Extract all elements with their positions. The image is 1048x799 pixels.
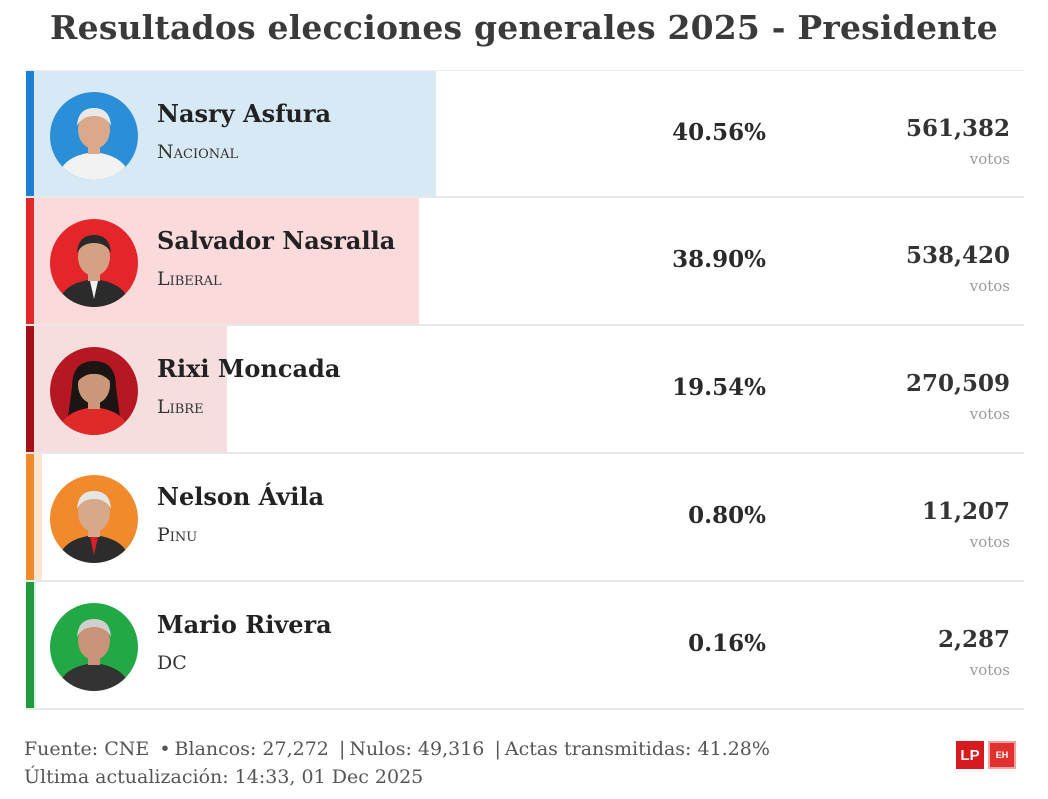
party-color-stripe bbox=[26, 71, 34, 196]
avatar-shoulders bbox=[58, 152, 130, 180]
footer-source: Fuente: CNE bbox=[24, 738, 150, 760]
avatar-hair bbox=[77, 108, 111, 126]
vote-percentage: 19.54% bbox=[672, 374, 766, 401]
party-color-stripe bbox=[26, 198, 34, 324]
candidate-party: Pinu bbox=[157, 524, 198, 546]
vote-count: 11,207 bbox=[921, 498, 1010, 525]
party-color-stripe bbox=[26, 326, 34, 452]
vote-percentage: 40.56% bbox=[672, 119, 766, 146]
candidate-avatar bbox=[50, 219, 138, 307]
vote-share-bar bbox=[34, 582, 36, 708]
avatar-face bbox=[78, 622, 110, 660]
candidate-row: Rixi Moncada Libre 19.54% 270,509 votos bbox=[26, 326, 1024, 454]
footer-bullet: • bbox=[159, 738, 171, 760]
candidate-name: Salvador Nasralla bbox=[157, 226, 396, 255]
avatar-hair bbox=[78, 365, 110, 381]
avatar-face bbox=[78, 238, 110, 276]
candidate-name: Nasry Asfura bbox=[157, 99, 332, 128]
avatar-hair bbox=[77, 491, 111, 509]
candidate-row: Salvador Nasralla Liberal 38.90% 538,420 vot… bbox=[26, 198, 1024, 326]
chart-title: Resultados elecciones generales 2025 - P… bbox=[50, 8, 998, 47]
avatar-hair bbox=[77, 619, 111, 637]
votes-unit-label: votos bbox=[969, 533, 1010, 551]
party-color-stripe bbox=[26, 454, 34, 580]
vote-count: 538,420 bbox=[905, 242, 1010, 269]
candidate-avatar bbox=[50, 92, 138, 180]
footer-actas: Actas transmitidas: 41.28% bbox=[504, 738, 770, 760]
vote-percentage: 38.90% bbox=[672, 246, 766, 273]
candidate-avatar bbox=[50, 475, 138, 563]
candidate-name: Mario Rivera bbox=[157, 610, 332, 639]
candidate-row: Mario Rivera DC 0.16% 2,287 votos bbox=[26, 582, 1024, 710]
party-color-stripe bbox=[26, 582, 34, 708]
vote-percentage: 0.16% bbox=[688, 630, 766, 657]
vote-count: 270,509 bbox=[905, 370, 1010, 397]
candidate-party: DC bbox=[157, 652, 187, 674]
vote-count: 561,382 bbox=[905, 115, 1010, 142]
votes-unit-label: votos bbox=[969, 150, 1010, 168]
results-list: Nasry Asfura Nacional 40.56% 561,382 votos Sa… bbox=[26, 70, 1024, 710]
candidate-row: Nasry Asfura Nacional 40.56% 561,382 votos bbox=[26, 70, 1024, 198]
avatar-shoulders bbox=[58, 663, 130, 691]
la-prensa-logo[interactable]: LP bbox=[956, 741, 984, 769]
votes-unit-label: votos bbox=[969, 405, 1010, 423]
avatar-face bbox=[78, 494, 110, 532]
avatar-hair bbox=[77, 235, 111, 253]
votes-unit-label: votos bbox=[969, 661, 1010, 679]
candidate-party: Libre bbox=[157, 396, 204, 418]
footer-updated: Última actualización: 14:33, 01 Dec 2025 bbox=[24, 766, 424, 788]
avatar-face bbox=[78, 111, 110, 149]
candidate-avatar bbox=[50, 603, 138, 691]
avatar-shoulders bbox=[58, 407, 130, 435]
footer-divider: | bbox=[338, 738, 346, 760]
avatar-face bbox=[78, 366, 110, 404]
footer: Fuente: CNE • Blancos: 27,272 | Nulos: 49,… bbox=[24, 735, 770, 791]
candidate-name: Nelson Ávila bbox=[157, 482, 325, 511]
candidate-party: Nacional bbox=[157, 141, 239, 163]
avatar-tie bbox=[90, 281, 98, 299]
avatar-tie bbox=[90, 537, 98, 555]
footer-nulos: Nulos: 49,316 bbox=[349, 738, 485, 760]
candidate-row: Nelson Ávila Pinu 0.80% 11,207 votos bbox=[26, 454, 1024, 582]
footer-stats-line: Fuente: CNE • Blancos: 27,272 | Nulos: 49,… bbox=[24, 735, 770, 763]
footer-divider: | bbox=[494, 738, 501, 760]
vote-count: 2,287 bbox=[937, 626, 1010, 653]
candidate-avatar bbox=[50, 347, 138, 435]
publisher-logos: LP EH bbox=[956, 741, 1016, 769]
vote-share-bar bbox=[34, 454, 42, 580]
votes-unit-label: votos bbox=[969, 277, 1010, 295]
el-heraldo-logo[interactable]: EH bbox=[988, 741, 1016, 769]
footer-blancos: Blancos: 27,272 bbox=[174, 738, 329, 760]
candidate-name: Rixi Moncada bbox=[157, 354, 341, 383]
vote-percentage: 0.80% bbox=[688, 502, 766, 529]
candidate-party: Liberal bbox=[157, 268, 222, 290]
